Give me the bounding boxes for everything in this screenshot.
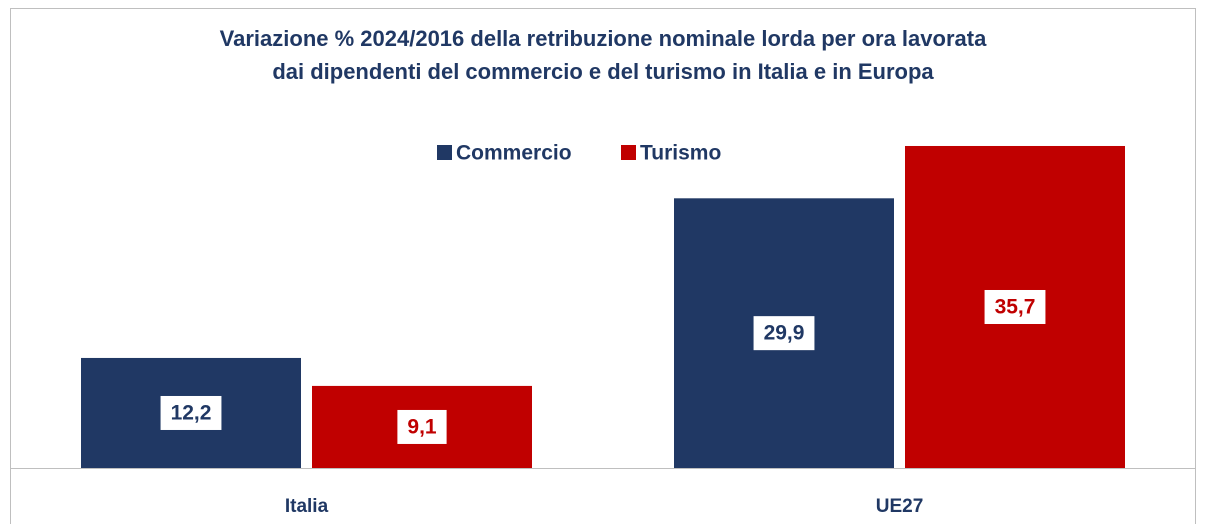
- x-tick-label: UE27: [876, 496, 924, 517]
- legend-swatch: [437, 145, 452, 160]
- data-label: 12,2: [171, 402, 212, 425]
- legend-swatch: [621, 145, 636, 160]
- data-label-box: [984, 289, 1046, 324]
- data-label: 35,7: [995, 296, 1036, 319]
- data-label-box: [397, 409, 447, 444]
- x-tick-label: Italia: [285, 496, 329, 517]
- chart-title: dai dipendenti del commercio e del turis…: [272, 59, 934, 84]
- chart-title: Variazione % 2024/2016 della retribuzion…: [220, 26, 987, 51]
- data-label: 9,1: [407, 416, 437, 439]
- legend-label: Turismo: [640, 142, 721, 165]
- data-label: 29,9: [764, 322, 805, 345]
- data-label-box: [160, 395, 222, 430]
- legend-label: Commercio: [456, 142, 572, 165]
- data-label-box: [753, 316, 815, 351]
